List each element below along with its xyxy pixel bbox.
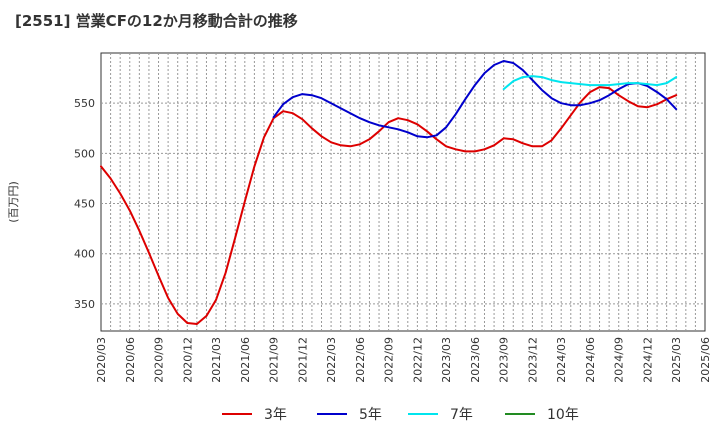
x-tick-label: 2022/12 (411, 337, 424, 383)
x-tick-label: 2021/09 (268, 337, 281, 383)
x-tick-label: 2020/03 (95, 337, 108, 383)
x-tick-label: 2023/03 (440, 337, 453, 383)
series-lines (100, 60, 678, 325)
x-tick-label: 2024/06 (584, 337, 597, 383)
legend: 3年 5年 7年 10年 (222, 407, 579, 423)
x-tick-label: 2020/06 (124, 337, 137, 383)
legend-label: 5年 (359, 407, 382, 423)
x-tick-label: 2021/03 (210, 337, 223, 383)
series-line-0 (100, 86, 678, 325)
y-tick-label: 550 (74, 97, 95, 110)
x-tick-label: 2023/06 (469, 337, 482, 383)
grid-lines (101, 53, 705, 331)
y-axis-label: (百万円) (7, 181, 20, 223)
x-tick-label: 2025/03 (670, 337, 683, 383)
x-tick-label: 2020/09 (153, 337, 166, 383)
y-tick-label: 500 (74, 147, 95, 160)
legend-label: 3年 (264, 407, 287, 423)
x-tick-label: 2020/12 (181, 337, 194, 383)
x-tick-label: 2023/12 (526, 337, 539, 383)
x-tick-label: 2024/03 (555, 337, 568, 383)
legend-label: 7年 (450, 407, 473, 423)
y-tick-label: 350 (74, 298, 95, 311)
x-tick-label: 2022/03 (325, 337, 338, 383)
chart-title: [2551] 営業CFの12か月移動合計の推移 (15, 12, 298, 30)
y-tick-labels: 350 400 450 500 550 (74, 97, 95, 311)
x-tick-label: 2021/06 (239, 337, 252, 383)
y-tick-label: 450 (74, 198, 95, 211)
x-tick-label: 2021/12 (296, 337, 309, 383)
series-line-1 (272, 60, 678, 139)
x-tick-label: 2022/09 (383, 337, 396, 383)
y-tick-label: 400 (74, 248, 95, 261)
plot-area (100, 52, 706, 332)
legend-label: 10年 (547, 407, 579, 423)
x-tick-label: 2024/12 (641, 337, 654, 383)
x-tick-label: 2024/09 (613, 337, 626, 383)
series-line-2 (502, 75, 678, 91)
x-tick-label: 2023/09 (498, 337, 511, 383)
x-tick-label: 2022/06 (354, 337, 367, 383)
x-tick-labels: 2020/03 2020/06 2020/09 2020/12 2021/03 2021/… (95, 337, 712, 383)
x-tick-label: 2025/06 (699, 337, 712, 383)
